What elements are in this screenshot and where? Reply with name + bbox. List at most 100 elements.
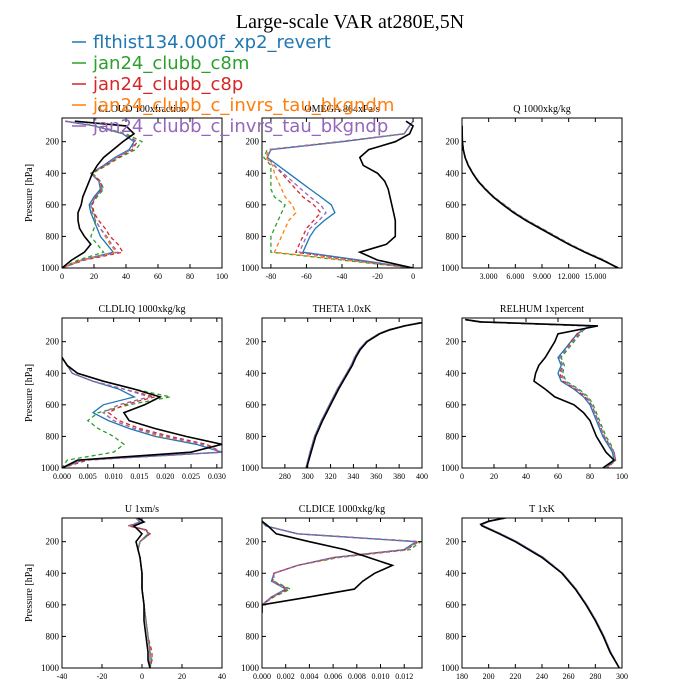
legend-item: jan24_clubb_c8p: [72, 74, 243, 95]
series-line-5: [465, 318, 617, 468]
x-tick-label: 6.000: [506, 272, 524, 281]
y-tick-label: 800: [46, 631, 60, 641]
series-line-1: [465, 318, 615, 468]
y-tick-label: 600: [46, 200, 60, 210]
x-tick-label: -20: [372, 272, 383, 281]
x-tick-label: 3.000: [480, 272, 498, 281]
y-tick-label: 200: [246, 137, 260, 147]
legend-label: jan24_clubb_c_invrs_tau_bkgndp: [92, 116, 388, 137]
series-lines: [125, 518, 153, 668]
series-lines: [462, 125, 619, 268]
y-axis-label: Pressure [hPa]: [24, 164, 35, 222]
series-line-2: [480, 518, 620, 668]
x-tick-label: 300: [302, 472, 314, 481]
plot-frame: [61, 317, 223, 469]
series-line-5: [262, 520, 420, 613]
y-tick-label: 200: [46, 537, 60, 547]
plot-frame: [261, 317, 423, 469]
y-tick-label: 600: [446, 200, 460, 210]
y-axis-label: Pressure [hPa]: [24, 564, 35, 622]
y-tick-label: 200: [446, 137, 460, 147]
x-tick-label: 0: [411, 272, 415, 281]
series-line-3: [62, 357, 222, 468]
obs-line: [305, 321, 422, 468]
x-tick-label: -40: [337, 272, 348, 281]
x-tick-label: 100: [616, 472, 628, 481]
series-line-4: [62, 357, 222, 468]
x-tick-label: 0.005: [79, 472, 97, 481]
x-tick-label: 200: [483, 672, 495, 681]
series-lines: [62, 357, 222, 468]
series-line-2: [62, 120, 144, 268]
series-line-2: [462, 125, 618, 268]
series-line-3: [262, 520, 421, 613]
x-tick-label: 0.000: [53, 472, 71, 481]
series-lines: [465, 318, 617, 468]
series-line-5: [266, 120, 414, 268]
series-line-3: [266, 120, 414, 268]
series-line-1: [262, 520, 419, 613]
y-tick-label: 1000: [41, 263, 60, 273]
x-tick-label: 40: [522, 472, 530, 481]
y-tick-label: 600: [246, 400, 260, 410]
x-tick-label: 320: [325, 472, 337, 481]
x-tick-label: 0.000: [253, 672, 271, 681]
x-tick-label: 360: [370, 472, 382, 481]
x-tick-label: -20: [97, 672, 108, 681]
series-line-5: [62, 120, 137, 268]
x-tick-label: 0: [60, 272, 64, 281]
x-tick-label: 20: [178, 672, 186, 681]
y-tick-label: 1000: [41, 663, 60, 673]
legend-label: jan24_clubb_c8m: [92, 53, 249, 74]
plot-frame: [461, 517, 623, 669]
y-tick-label: 1000: [441, 463, 460, 473]
y-tick-label: 200: [246, 337, 260, 347]
panel-title: Q 1000xkg/kg: [513, 104, 571, 115]
x-tick-label: 0.015: [130, 472, 148, 481]
series-line-4: [465, 318, 617, 468]
x-tick-label: -40: [57, 672, 68, 681]
y-tick-label: 200: [246, 537, 260, 547]
series-lines: [479, 518, 620, 668]
y-tick-label: 200: [46, 337, 60, 347]
legend-label: jan24_clubb_c8p: [92, 74, 243, 95]
series-lines: [305, 321, 422, 468]
x-tick-label: 80: [586, 472, 594, 481]
y-tick-label: 400: [46, 368, 60, 378]
series-line-2: [465, 318, 617, 468]
series-line-4: [262, 520, 420, 613]
x-tick-label: 0.025: [182, 472, 200, 481]
y-tick-label: 800: [246, 631, 260, 641]
x-tick-label: 0.002: [277, 672, 295, 681]
y-tick-label: 1000: [241, 663, 260, 673]
y-tick-label: 800: [446, 631, 460, 641]
x-tick-label: 60: [154, 272, 162, 281]
y-tick-label: 1000: [241, 263, 260, 273]
panel-title: T 1xK: [529, 504, 555, 515]
obs-line: [462, 125, 619, 268]
x-tick-label: 180: [456, 672, 468, 681]
x-tick-label: 0.030: [208, 472, 226, 481]
y-tick-label: 600: [446, 600, 460, 610]
obs-line: [465, 318, 616, 468]
x-tick-label: 340: [347, 472, 359, 481]
x-tick-label: 40: [218, 672, 226, 681]
series-line-1: [266, 120, 414, 268]
y-tick-label: 400: [46, 568, 60, 578]
x-tick-label: 220: [509, 672, 521, 681]
x-tick-label: 20: [490, 472, 498, 481]
series-lines: [263, 120, 415, 268]
y-tick-label: 1000: [441, 663, 460, 673]
figure-title: Large-scale VAR at280E,5N: [236, 11, 464, 33]
x-tick-label: 0: [460, 472, 464, 481]
series-lines: [262, 520, 422, 613]
y-tick-label: 400: [446, 168, 460, 178]
obs-line: [357, 120, 415, 268]
y-tick-label: 400: [446, 568, 460, 578]
x-tick-label: 280: [279, 472, 291, 481]
y-tick-label: 800: [46, 431, 60, 441]
panel-title: U 1xm/s: [125, 504, 159, 515]
x-tick-label: 0.020: [156, 472, 174, 481]
series-line-5: [462, 125, 618, 268]
